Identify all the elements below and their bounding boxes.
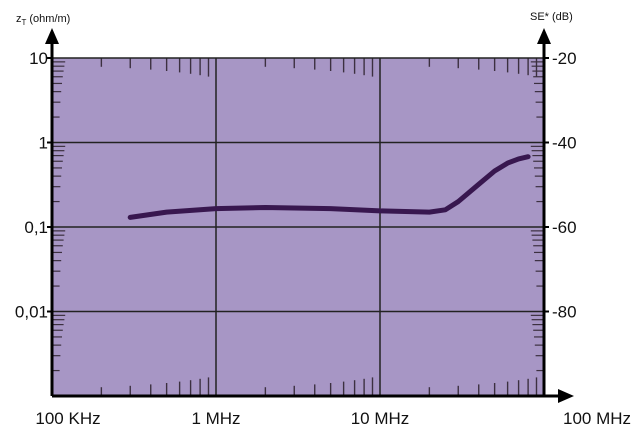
x-tick-label: 10 MHz — [351, 409, 410, 428]
left-tick-label: 10 — [29, 49, 48, 68]
left-axis-title-main: z — [16, 13, 22, 25]
series-line — [127, 154, 531, 220]
x-tick-label: 1 MHz — [191, 409, 240, 428]
right-axis-arrow — [537, 28, 551, 44]
left-tick-label: 0,1 — [24, 218, 48, 237]
x-tick-label: 100 MHz — [563, 409, 631, 428]
right-axis-title: SE* (dB) — [530, 11, 573, 23]
x-axis-arrow — [558, 389, 574, 403]
x-tick-labels: 100 KHz 1 MHz 10 MHz 100 MHz — [35, 409, 631, 428]
minor-ticks — [52, 58, 544, 396]
left-axis-title-unit: (ohm/m) — [29, 13, 70, 25]
right-tick-label: -60 — [552, 218, 577, 237]
left-axis-title-sub: T — [22, 18, 27, 27]
right-tick-label: -80 — [552, 303, 577, 322]
left-tick-label: 1 — [39, 134, 48, 153]
right-tick-label: -40 — [552, 134, 577, 153]
left-tick-label: 0,01 — [15, 303, 48, 322]
right-tick-label: -20 — [552, 49, 577, 68]
left-tick-labels: 10 1 0,1 0,01 — [15, 49, 48, 322]
left-axis-arrow — [45, 28, 59, 44]
x-tick-label: 100 KHz — [35, 409, 100, 428]
grid-lines — [52, 57, 544, 396]
right-tick-labels: -20 -40 -60 -80 — [552, 49, 577, 322]
left-axis-title: zT (ohm/m) — [16, 13, 70, 27]
axes — [45, 28, 574, 403]
